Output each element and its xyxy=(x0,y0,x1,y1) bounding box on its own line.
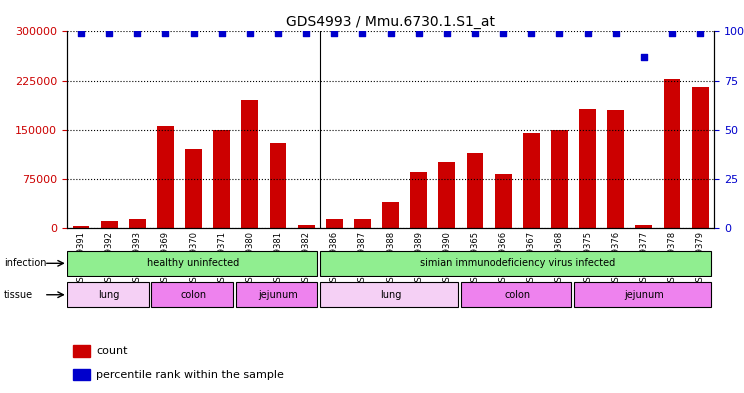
Bar xyxy=(551,130,568,228)
Bar xyxy=(269,143,286,228)
Bar xyxy=(692,87,708,228)
Point xyxy=(356,30,368,37)
Point xyxy=(328,30,340,37)
Point xyxy=(554,30,565,37)
Text: lung: lung xyxy=(380,290,401,300)
Point xyxy=(244,30,256,37)
Point xyxy=(610,30,622,37)
Text: infection: infection xyxy=(4,258,46,268)
Point xyxy=(441,30,453,37)
FancyBboxPatch shape xyxy=(461,282,571,307)
Point xyxy=(75,30,87,37)
Text: jejunum: jejunum xyxy=(624,290,664,300)
Bar xyxy=(73,226,89,228)
Bar xyxy=(579,109,596,228)
Point xyxy=(187,30,199,37)
Bar xyxy=(129,219,146,228)
FancyBboxPatch shape xyxy=(320,282,458,307)
Point xyxy=(666,30,678,37)
Bar xyxy=(382,202,399,228)
Text: colon: colon xyxy=(504,290,530,300)
Point xyxy=(216,30,228,37)
Point xyxy=(132,30,144,37)
Bar xyxy=(100,221,118,228)
Bar xyxy=(495,174,512,228)
Bar xyxy=(326,219,343,228)
Point xyxy=(301,30,312,37)
Bar xyxy=(298,225,315,228)
Point xyxy=(103,30,115,37)
Point xyxy=(159,30,171,37)
Point xyxy=(638,54,650,60)
FancyBboxPatch shape xyxy=(67,282,149,307)
Bar xyxy=(157,127,174,228)
Text: simian immunodeficiency virus infected: simian immunodeficiency virus infected xyxy=(420,258,615,268)
Text: jejunum: jejunum xyxy=(258,290,298,300)
Bar xyxy=(74,369,89,380)
Bar xyxy=(214,130,230,228)
Point xyxy=(385,30,397,37)
Bar xyxy=(607,110,624,228)
Bar xyxy=(410,172,427,228)
Bar xyxy=(185,149,202,228)
Bar xyxy=(664,79,681,228)
Point xyxy=(525,30,537,37)
FancyBboxPatch shape xyxy=(236,282,318,307)
FancyBboxPatch shape xyxy=(574,282,711,307)
Bar xyxy=(635,225,652,228)
FancyBboxPatch shape xyxy=(151,282,233,307)
Point xyxy=(413,30,425,37)
Bar xyxy=(523,133,539,228)
Point xyxy=(469,30,481,37)
Point xyxy=(497,30,509,37)
Title: GDS4993 / Mmu.6730.1.S1_at: GDS4993 / Mmu.6730.1.S1_at xyxy=(286,15,495,29)
Point xyxy=(582,30,594,37)
Text: colon: colon xyxy=(181,290,207,300)
Bar xyxy=(438,162,455,228)
Bar xyxy=(242,100,258,228)
Point xyxy=(694,30,706,37)
Text: lung: lung xyxy=(98,290,120,300)
Bar xyxy=(466,152,484,228)
FancyBboxPatch shape xyxy=(320,251,711,276)
Text: tissue: tissue xyxy=(4,290,33,300)
Text: healthy uninfected: healthy uninfected xyxy=(147,258,240,268)
FancyBboxPatch shape xyxy=(67,251,318,276)
Text: percentile rank within the sample: percentile rank within the sample xyxy=(96,370,284,380)
Bar xyxy=(74,345,89,357)
Point xyxy=(272,30,284,37)
Bar xyxy=(354,219,371,228)
Text: count: count xyxy=(96,346,127,356)
